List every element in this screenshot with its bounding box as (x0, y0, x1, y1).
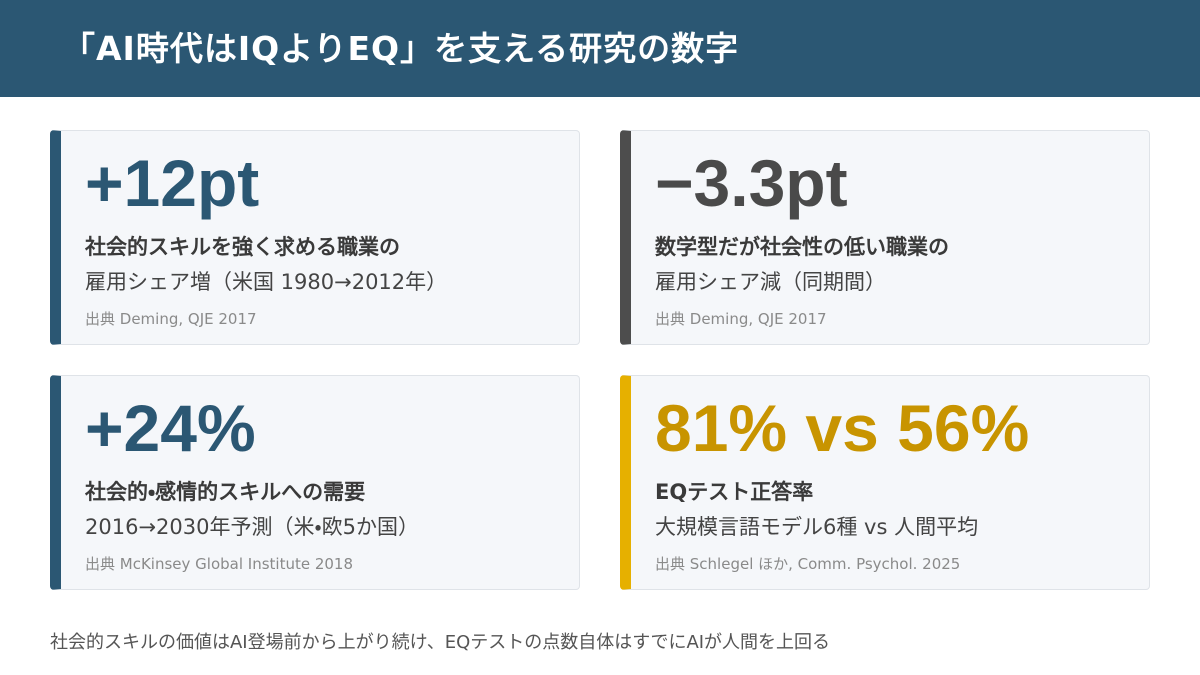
stat-card: +24% 社会的・感情的スキルへの需要 2016→2030年予測（米・欧5か国） 出典… (50, 375, 580, 590)
card-source: 出典 Deming, QJE 2017 (655, 310, 827, 328)
stat-card: +12pt 社会的スキルを強く求める職業の雇用シェア増（米国 1980→2012年… (50, 130, 580, 345)
footer: 社会的スキルの価値はAI登場前から上がり続け、EQテストの点数自体はすでにAIが… (50, 632, 831, 653)
stat-value: 81% vs 56% (655, 391, 1030, 465)
card-source: 出典 Deming, QJE 2017 (85, 310, 257, 328)
card-title: EQテスト正答率 (655, 480, 814, 504)
stat-value: −3.3pt (655, 146, 848, 220)
stat-value: +24% (85, 391, 256, 465)
card-subtitle: 大規模言語モデル6種 vs 人間平均 (655, 515, 979, 539)
card-title: 社会的スキルを強く求める職業の (85, 235, 400, 259)
card-subtitle: 2016→2030年予測（米・欧5か国） (85, 515, 419, 539)
card-title: 社会的・感情的スキルへの需要 (85, 480, 366, 504)
stat-card: 81% vs 56% EQテスト正答率大規模言語モデル6種 vs 人間平均出典 S… (620, 375, 1150, 590)
card-subtitle: 雇用シェア減（同期間） (655, 270, 886, 294)
card-source: 出典 Schlegel ほか, Comm. Psychol. 2025 (655, 555, 961, 573)
card-title: 数学型だが社会性の低い職業の (655, 235, 949, 259)
header: 「AI時代はIQよりEQ」を支える研究の数字 (0, 0, 1200, 97)
card-source: 出典 McKinsey Global Institute 2018 (85, 555, 354, 573)
stat-value: +12pt (85, 146, 260, 220)
header-title: 「AI時代はIQよりEQ」を支える研究の数字 (62, 29, 740, 68)
card-subtitle: 雇用シェア増（米国 1980→2012年） (85, 270, 448, 294)
stat-card: −3.3pt 数学型だが社会性の低い職業の 雇用シェア減（同期間） 出典 Deming… (620, 130, 1150, 345)
